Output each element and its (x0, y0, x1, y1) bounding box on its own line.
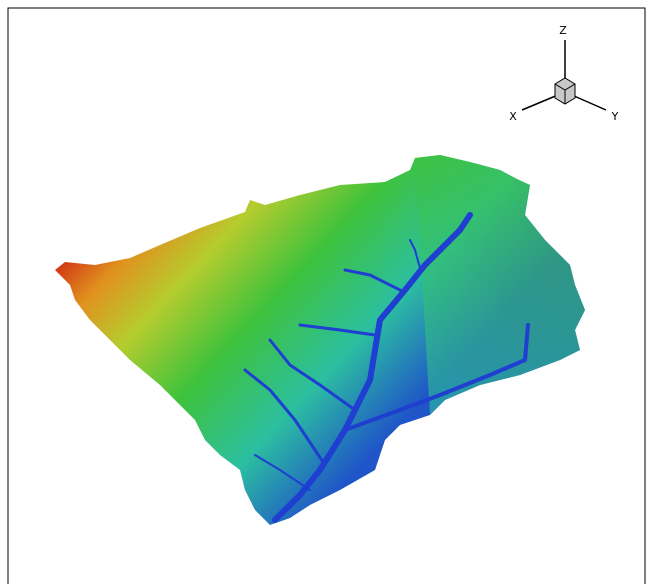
y-axis-label: Y (611, 110, 619, 123)
page: Z X Y (() => { const data = JSON.parse(d… (0, 0, 653, 588)
z-axis-label: Z (559, 24, 567, 37)
viewport: Z X Y (0, 0, 653, 584)
x-axis-label: X (509, 110, 517, 123)
